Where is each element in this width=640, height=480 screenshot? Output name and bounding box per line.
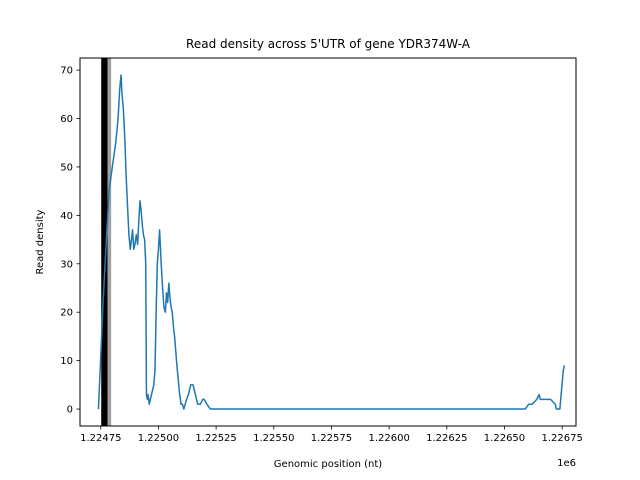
x-tick-label: 1.22625: [426, 433, 467, 444]
y-tick-label: 40: [60, 211, 73, 222]
x-tick-label: 1.22525: [195, 433, 236, 444]
y-axis-label: Read density: [35, 209, 46, 274]
y-tick-label: 0: [67, 405, 73, 416]
x-tick-label: 1.22600: [368, 433, 409, 444]
y-axis: 0 10 20 30 40 50 60 70: [60, 66, 80, 416]
x-tick-label: 1.22550: [253, 433, 294, 444]
x-tick-label: 1.22675: [541, 433, 582, 444]
y-tick-label: 50: [60, 162, 73, 173]
x-offset-label: 1e6: [557, 458, 576, 469]
x-tick-label: 1.22500: [138, 433, 179, 444]
vertical-band-0: [101, 58, 108, 426]
x-axis-label: Genomic position (nt): [274, 459, 383, 470]
x-axis: 1.22475 1.22500 1.22525 1.22550 1.22575 1.226…: [80, 426, 583, 444]
y-tick-label: 70: [60, 66, 73, 77]
chart-title: Read density across 5'UTR of gene YDR374…: [186, 37, 471, 51]
y-tick-label: 10: [60, 356, 73, 367]
vertical-band-1: [107, 58, 112, 426]
vertical-bands: [101, 58, 112, 426]
y-tick-label: 20: [60, 308, 73, 319]
x-tick-label: 1.22575: [311, 433, 352, 444]
series-line-0: [97, 74, 566, 410]
y-tick-label: 30: [60, 259, 73, 270]
series-layer: [97, 74, 566, 410]
y-tick-label: 60: [60, 114, 73, 125]
plot-frame: [79, 57, 577, 427]
x-tick-label: 1.22650: [484, 433, 525, 444]
x-tick-label: 1.22475: [80, 433, 121, 444]
